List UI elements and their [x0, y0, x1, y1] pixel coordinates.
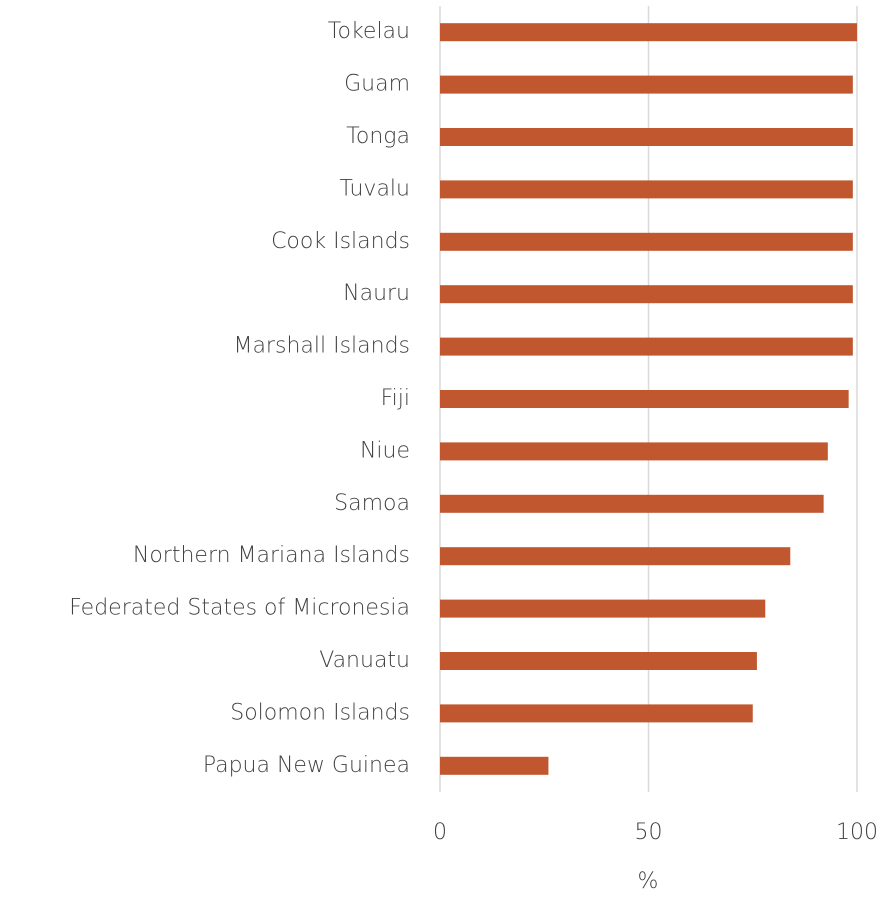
- y-tick-label: Guam: [344, 72, 410, 97]
- y-tick-label: Papua New Guinea: [203, 753, 410, 778]
- bar: [440, 128, 853, 146]
- y-tick-label: Solomon Islands: [230, 700, 410, 725]
- y-tick-label: Samoa: [334, 491, 410, 516]
- bar: [440, 652, 757, 670]
- y-tick-label: Tonga: [346, 124, 410, 149]
- y-tick-label: Cook Islands: [271, 229, 410, 254]
- bar: [440, 232, 853, 251]
- bar: [440, 547, 791, 566]
- bar: [440, 442, 828, 461]
- x-tick-label: 50: [635, 820, 663, 845]
- bar: [440, 599, 766, 618]
- y-tick-label: Vanuatu: [319, 648, 410, 673]
- bar: [440, 285, 853, 304]
- bar: [440, 180, 853, 199]
- x-axis-label: %: [638, 869, 659, 894]
- bar: [440, 494, 824, 513]
- y-tick-label: Marshall Islands: [233, 334, 410, 359]
- y-tick-label: Fiji: [381, 386, 410, 411]
- y-tick-label: Niue: [360, 438, 410, 463]
- y-tick-label: Northern Mariana Islands: [133, 543, 410, 568]
- x-tick-label: 100: [836, 820, 878, 845]
- bar: [440, 390, 849, 408]
- bar: [440, 756, 549, 775]
- bar: [440, 337, 853, 356]
- bar: [440, 704, 753, 723]
- y-tick-label: Tokelau: [328, 19, 410, 44]
- y-tick-label: Federated States of Micronesia: [69, 596, 410, 621]
- bar: [440, 23, 857, 42]
- bar: [440, 75, 853, 94]
- y-tick-label: Tuvalu: [339, 176, 410, 201]
- y-tick-label: Nauru: [343, 281, 410, 306]
- x-tick-label: 0: [433, 820, 447, 845]
